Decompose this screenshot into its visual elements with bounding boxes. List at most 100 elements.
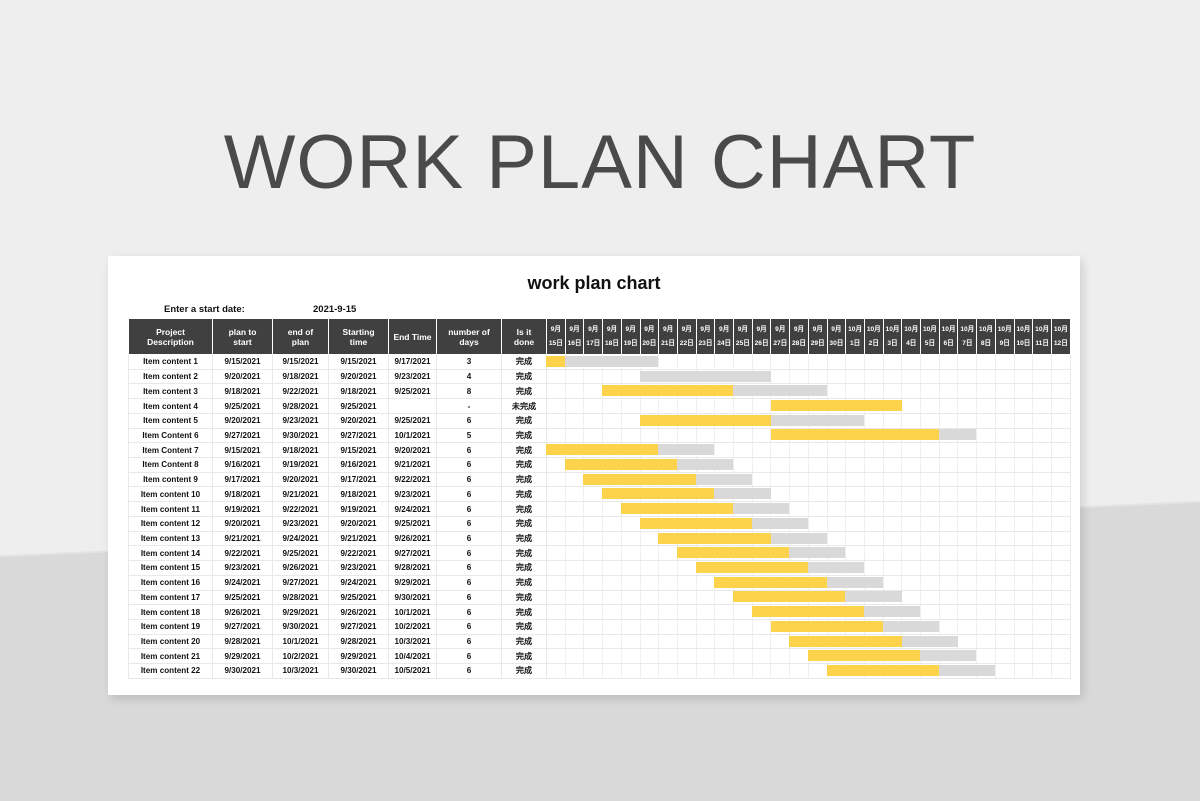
gantt-cell[interactable] bbox=[976, 457, 996, 473]
cell-description[interactable]: Item content 13 bbox=[128, 531, 213, 547]
cell-starting-time[interactable]: 9/20/2021 bbox=[328, 516, 389, 532]
cell-is-it-done[interactable]: 完成 bbox=[501, 634, 547, 650]
gantt-cell[interactable] bbox=[1014, 648, 1034, 665]
gantt-cell[interactable] bbox=[920, 560, 940, 576]
column-header-5[interactable]: number of days bbox=[436, 318, 502, 355]
date-column-header[interactable]: 9月 15日 bbox=[546, 318, 566, 355]
cell-end-time[interactable]: 9/24/2021 bbox=[388, 501, 437, 517]
gantt-cell[interactable] bbox=[546, 428, 566, 444]
gantt-cell[interactable] bbox=[770, 442, 791, 459]
cell-description[interactable]: Item content 11 bbox=[128, 501, 213, 517]
gantt-cell[interactable] bbox=[864, 575, 884, 591]
gantt-cell[interactable] bbox=[827, 383, 847, 400]
gantt-cell[interactable] bbox=[864, 663, 884, 679]
gantt-cell[interactable] bbox=[827, 560, 847, 576]
gantt-cell[interactable] bbox=[621, 516, 641, 532]
gantt-cell[interactable] bbox=[602, 531, 622, 547]
column-header-2[interactable]: end of plan bbox=[272, 318, 329, 355]
gantt-cell[interactable] bbox=[602, 442, 622, 459]
date-column-header[interactable]: 10月 4日 bbox=[901, 318, 922, 355]
gantt-cell[interactable] bbox=[995, 634, 1015, 650]
gantt-cell[interactable] bbox=[565, 590, 585, 606]
gantt-cell[interactable] bbox=[1032, 663, 1052, 679]
table-row[interactable]: Item content 4 9/25/2021 9/28/2021 9/25/202… bbox=[128, 398, 1071, 414]
gantt-cell[interactable] bbox=[621, 428, 641, 444]
gantt-cell[interactable] bbox=[976, 663, 996, 679]
gantt-cell[interactable] bbox=[883, 575, 903, 591]
cell-is-it-done[interactable]: 完成 bbox=[501, 486, 547, 503]
gantt-cell[interactable] bbox=[920, 413, 940, 429]
cell-number-of-days[interactable]: 6 bbox=[436, 457, 502, 473]
gantt-cell[interactable] bbox=[995, 590, 1015, 606]
gantt-cell[interactable] bbox=[845, 472, 865, 488]
gantt-cell[interactable] bbox=[714, 398, 735, 414]
gantt-cell[interactable] bbox=[677, 383, 697, 400]
cell-plan-to-start[interactable]: 9/15/2021 bbox=[212, 354, 273, 370]
gantt-cell[interactable] bbox=[957, 369, 978, 385]
gantt-cell[interactable] bbox=[733, 619, 753, 635]
gantt-cell[interactable] bbox=[864, 486, 884, 503]
gantt-cell[interactable] bbox=[752, 383, 772, 400]
gantt-cell[interactable] bbox=[901, 428, 922, 444]
gantt-cell[interactable] bbox=[733, 516, 753, 532]
gantt-cell[interactable] bbox=[789, 501, 809, 517]
table-row[interactable]: Item content 19 9/27/2021 9/30/2021 9/27/20… bbox=[128, 619, 1071, 635]
gantt-cell[interactable] bbox=[696, 472, 716, 488]
cell-end-time[interactable]: 9/25/2021 bbox=[388, 516, 437, 532]
gantt-cell[interactable] bbox=[733, 648, 753, 665]
table-row[interactable]: Item content 3 9/18/2021 9/22/2021 9/18/202… bbox=[128, 383, 1071, 400]
gantt-cell[interactable] bbox=[901, 604, 922, 620]
gantt-cell[interactable] bbox=[565, 457, 585, 473]
gantt-cell[interactable] bbox=[658, 501, 678, 517]
cell-is-it-done[interactable]: 完成 bbox=[501, 619, 547, 635]
gantt-cell[interactable] bbox=[920, 501, 940, 517]
gantt-cell[interactable] bbox=[770, 619, 791, 635]
gantt-cell[interactable] bbox=[920, 428, 940, 444]
gantt-cell[interactable] bbox=[658, 634, 678, 650]
gantt-cell[interactable] bbox=[939, 369, 959, 385]
gantt-cell[interactable] bbox=[864, 648, 884, 665]
gantt-cell[interactable] bbox=[677, 354, 697, 370]
gantt-cell[interactable] bbox=[752, 486, 772, 503]
gantt-cell[interactable] bbox=[827, 457, 847, 473]
gantt-cell[interactable] bbox=[770, 486, 791, 503]
table-row[interactable]: Item content 9 9/17/2021 9/20/2021 9/17/202… bbox=[128, 472, 1071, 488]
cell-description[interactable]: Item content 1 bbox=[128, 354, 213, 370]
cell-starting-time[interactable]: 9/27/2021 bbox=[328, 428, 389, 444]
gantt-cell[interactable] bbox=[1014, 442, 1034, 459]
gantt-cell[interactable] bbox=[714, 663, 735, 679]
gantt-cell[interactable] bbox=[546, 442, 566, 459]
gantt-cell[interactable] bbox=[1032, 501, 1052, 517]
gantt-cell[interactable] bbox=[640, 472, 660, 488]
gantt-cell[interactable] bbox=[845, 619, 865, 635]
gantt-cell[interactable] bbox=[583, 398, 604, 414]
gantt-cell[interactable] bbox=[640, 486, 660, 503]
cell-is-it-done[interactable]: 完成 bbox=[501, 501, 547, 517]
gantt-cell[interactable] bbox=[733, 472, 753, 488]
cell-end-time[interactable]: 10/5/2021 bbox=[388, 663, 437, 679]
date-column-header[interactable]: 9月 26日 bbox=[751, 318, 772, 355]
gantt-cell[interactable] bbox=[546, 575, 566, 591]
gantt-cell[interactable] bbox=[770, 663, 791, 679]
gantt-cell[interactable] bbox=[1051, 531, 1071, 547]
gantt-cell[interactable] bbox=[995, 369, 1015, 385]
cell-description[interactable]: Item content 17 bbox=[128, 590, 213, 606]
gantt-cell[interactable] bbox=[621, 619, 641, 635]
gantt-cell[interactable] bbox=[883, 354, 903, 370]
start-date-value[interactable]: 2021-9-15 bbox=[313, 304, 357, 315]
gantt-cell[interactable] bbox=[920, 398, 940, 414]
date-column-header[interactable]: 10月 1日 bbox=[845, 318, 865, 355]
gantt-cell[interactable] bbox=[770, 398, 791, 414]
gantt-cell[interactable] bbox=[658, 369, 678, 385]
cell-starting-time[interactable]: 9/28/2021 bbox=[328, 634, 389, 650]
cell-is-it-done[interactable]: 完成 bbox=[501, 428, 547, 444]
cell-starting-time[interactable]: 9/20/2021 bbox=[328, 413, 389, 429]
gantt-cell[interactable] bbox=[827, 472, 847, 488]
gantt-cell[interactable] bbox=[845, 663, 865, 679]
gantt-cell[interactable] bbox=[621, 545, 641, 562]
gantt-cell[interactable] bbox=[920, 369, 940, 385]
gantt-cell[interactable] bbox=[696, 545, 716, 562]
gantt-cell[interactable] bbox=[1014, 619, 1034, 635]
cell-plan-to-start[interactable]: 9/29/2021 bbox=[212, 648, 273, 665]
gantt-cell[interactable] bbox=[696, 383, 716, 400]
